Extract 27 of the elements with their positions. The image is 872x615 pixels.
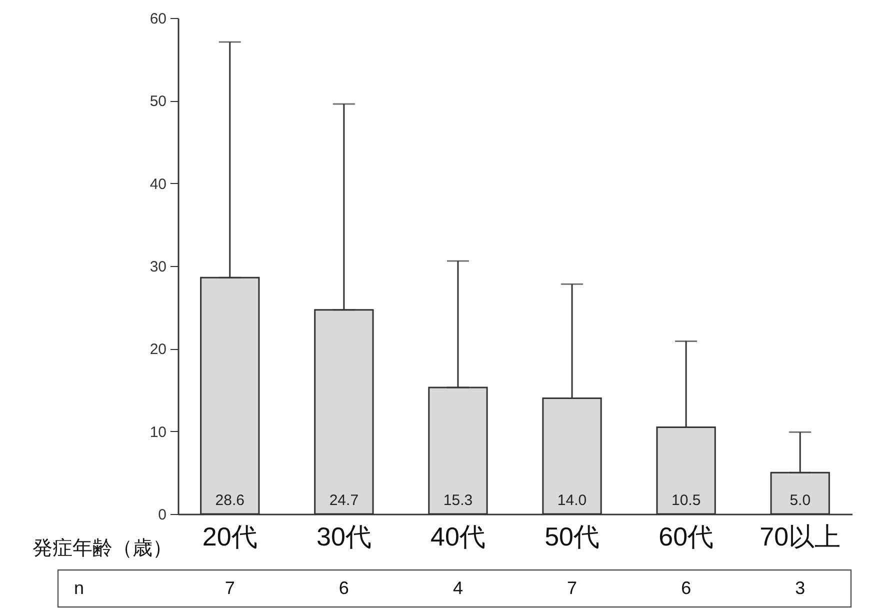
y-tick-label: 60 <box>150 10 166 28</box>
data-label: 15.3 <box>443 492 473 509</box>
text: 7 <box>224 578 235 598</box>
data-label: 10.5 <box>671 492 701 509</box>
data-label: 5.0 <box>790 492 811 509</box>
text: 6 <box>681 578 692 598</box>
data-label: 14.0 <box>557 492 587 509</box>
y-tick-label: 50 <box>150 93 166 110</box>
text: 6 <box>338 578 349 598</box>
text: 4 <box>452 578 463 598</box>
y-tick-label: 40 <box>150 176 166 193</box>
y-tick-label: 20 <box>150 341 166 358</box>
x-tick-label: 30代 <box>316 522 372 552</box>
x-tick-label: 70以上 <box>760 522 841 552</box>
data-label: 24.7 <box>329 492 359 509</box>
y-tick-label: 30 <box>150 258 166 276</box>
x-axis-title: 発症年齢（歳） <box>32 538 172 560</box>
x-tick-label: 60代 <box>658 522 714 552</box>
y-tick-label: 10 <box>150 424 166 441</box>
y-tick-label: 0 <box>158 506 166 524</box>
text: 7 <box>567 578 578 598</box>
x-tick-label: 20代 <box>202 522 258 552</box>
x-tick-label: 50代 <box>544 522 600 552</box>
x-tick-label: 40代 <box>430 522 486 552</box>
data-label: 28.6 <box>215 492 244 509</box>
text: 3 <box>795 578 806 598</box>
text: n <box>74 578 84 598</box>
